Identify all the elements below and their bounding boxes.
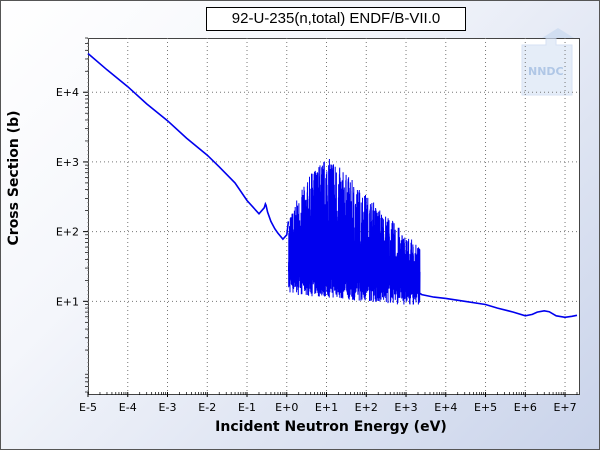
y-tick-label: E+1 [56, 295, 79, 308]
x-tick-label: E+4 [434, 401, 457, 414]
series-layer [87, 52, 578, 319]
nndc-logo-icon: NNDC [521, 28, 574, 96]
x-tick-label: E-5 [79, 401, 97, 414]
series-line-resonances [287, 158, 421, 305]
svg-text:NNDC: NNDC [528, 65, 564, 78]
x-tick-label: E+0 [275, 401, 298, 414]
grid-lines [87, 38, 577, 392]
series-line-fast [419, 292, 578, 319]
x-tick-label: E-1 [238, 401, 256, 414]
y-tick-label: E+3 [56, 156, 79, 169]
series-line-thermal [87, 52, 290, 241]
x-tick-label: E+3 [394, 401, 417, 414]
x-tick-label: E+2 [355, 401, 378, 414]
x-tick-label: E-2 [198, 401, 216, 414]
x-tick-label: E-3 [159, 401, 177, 414]
y-tick-label: E+2 [56, 226, 79, 239]
y-axis-label: Cross Section (b) [6, 111, 22, 246]
x-tick-label: E+1 [315, 401, 338, 414]
chart-title: 92-U-235(n,total) ENDF/B-VII.0 [206, 7, 466, 31]
x-tick-label: E+7 [553, 401, 576, 414]
x-axis-label: Incident Neutron Energy (eV) [215, 419, 447, 435]
x-tick-label: E+6 [514, 401, 537, 414]
y-tick-label: E+4 [56, 86, 79, 99]
axis-ticks: E-5 E-4 E-3 E-2 E-1 E+0 E+1 E+2 E+3 E+4 E+5 E+6 E+7 E… [56, 37, 578, 414]
x-tick-label: E-4 [119, 401, 137, 414]
x-tick-label: E+5 [474, 401, 497, 414]
